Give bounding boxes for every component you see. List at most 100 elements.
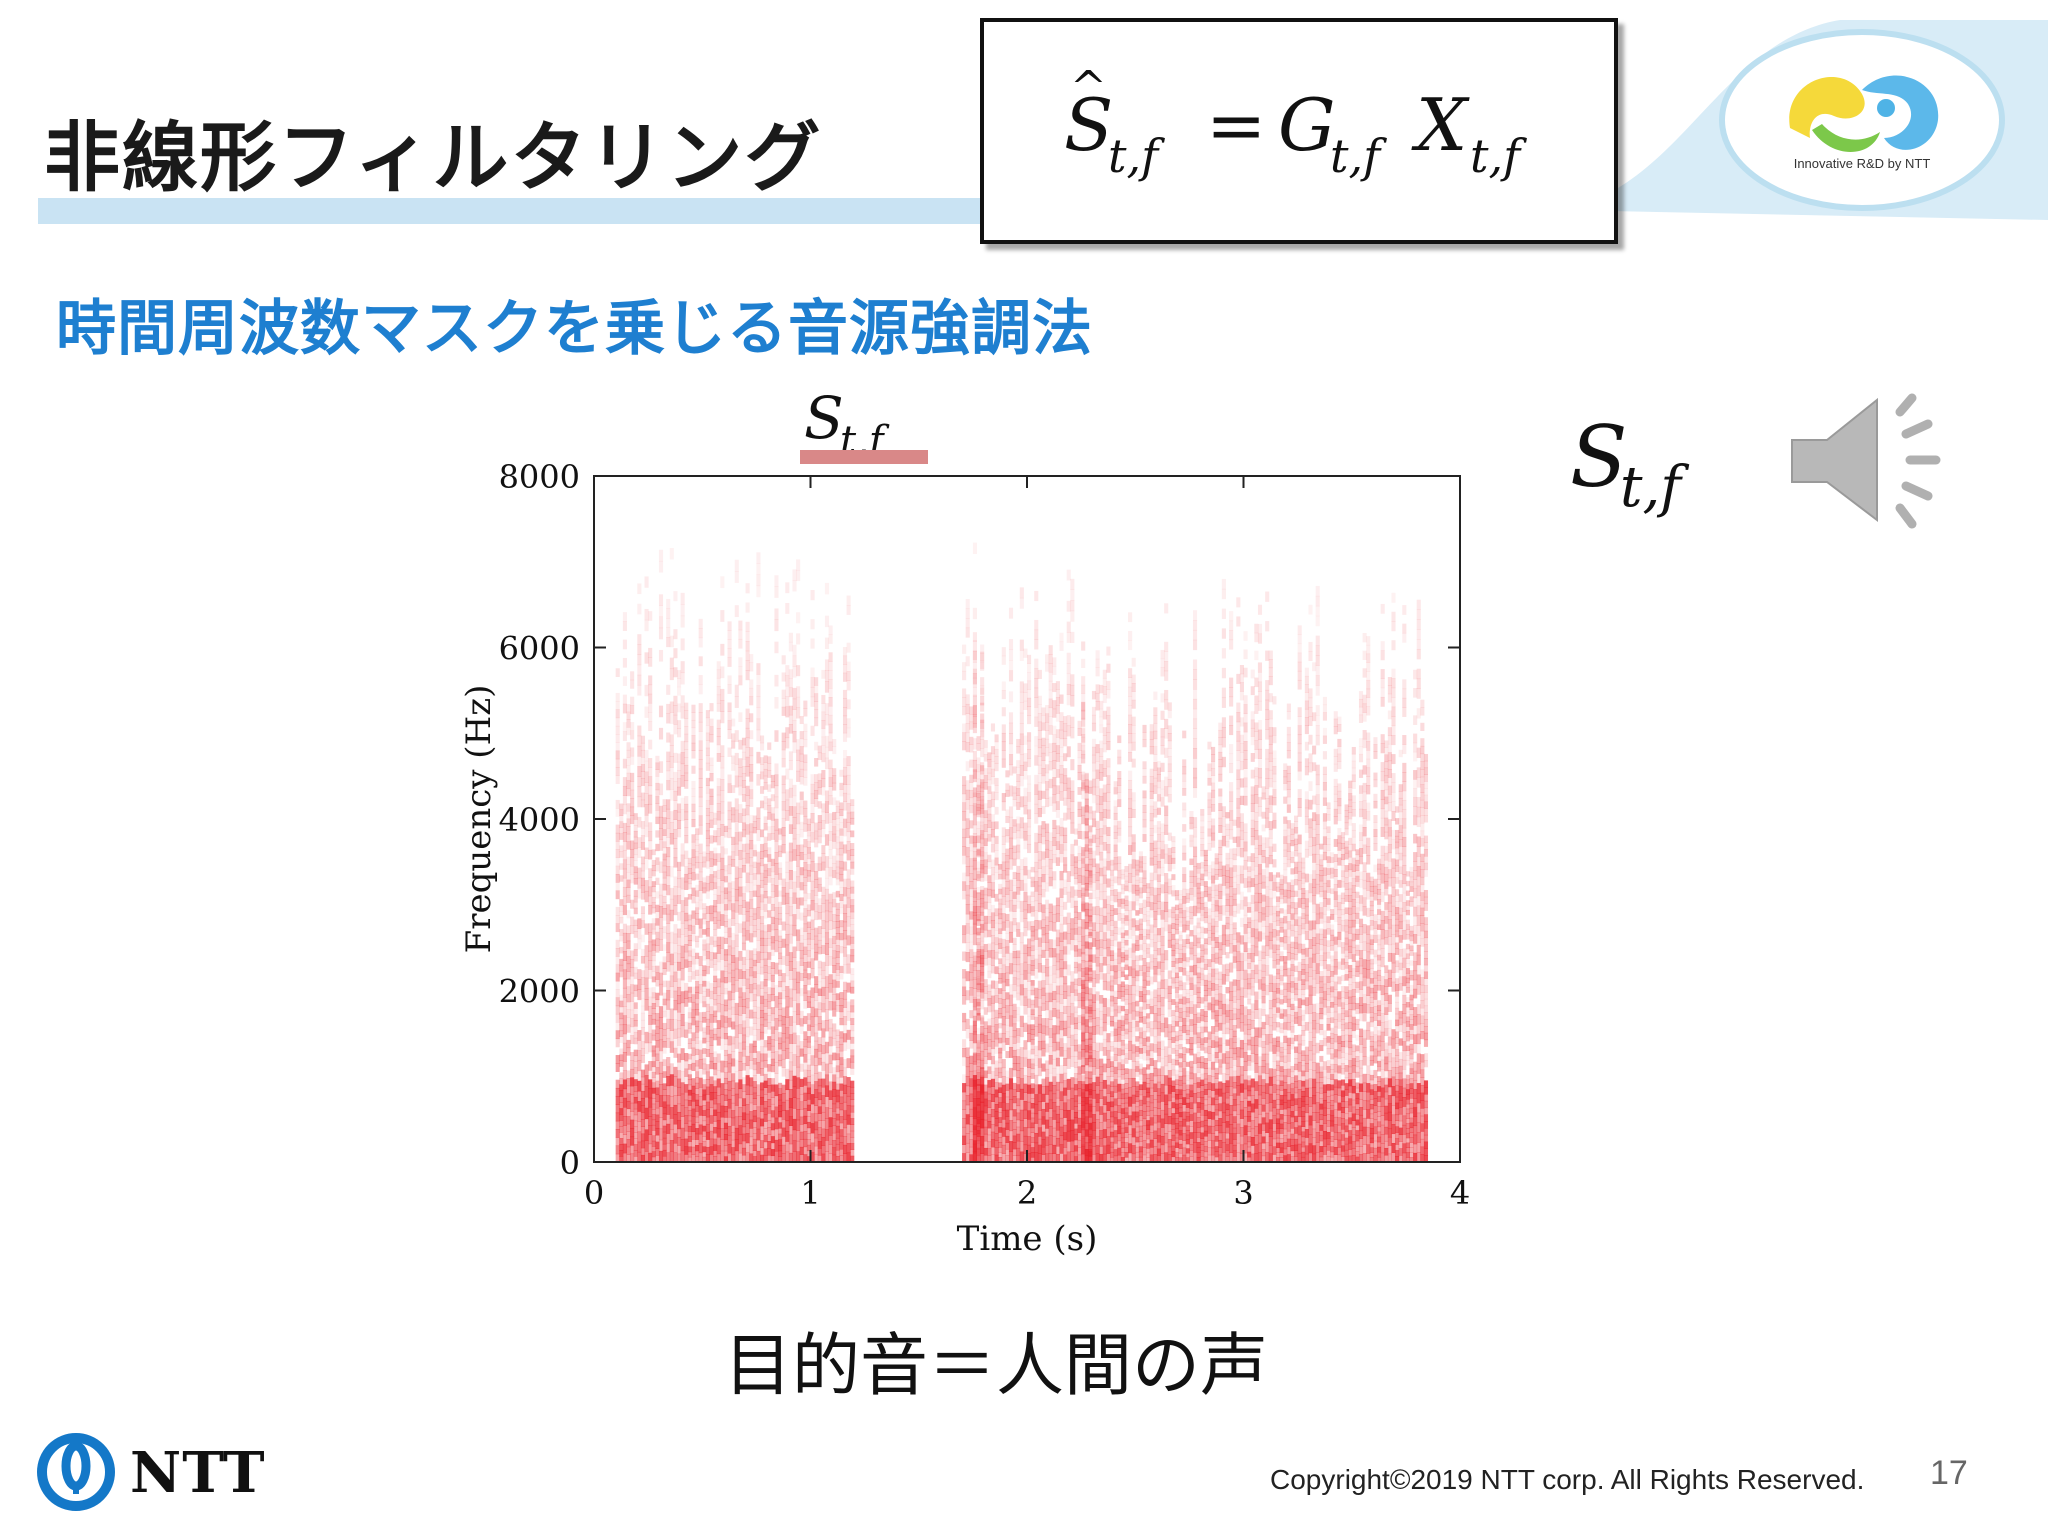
spectrogram-cell [990,1048,996,1057]
spectrogram-cell [673,1019,678,1030]
spectrogram-cell [1041,1025,1046,1034]
spectrogram-cell [734,764,739,777]
spectrogram-cell [810,812,815,824]
spectrogram-cell [655,891,660,899]
spectrogram-cell [702,975,707,982]
spectrogram-cell [1052,836,1057,847]
spectrogram-cell [619,929,624,936]
spectrogram-cell [691,719,696,729]
spectrogram-cell [705,838,710,847]
spectrogram-cell [676,978,682,988]
spectrogram-cell [846,680,851,691]
spectrogram-cell [705,1116,710,1125]
spectrogram-cell [619,1006,624,1014]
spectrogram-cell [702,1017,707,1023]
spectrogram-cell [803,892,808,902]
spectrogram-cell [1055,1113,1060,1123]
spectrogram-cell [846,756,851,766]
spectrogram-cell [723,870,729,877]
spectrogram-cell [998,1067,1003,1074]
spectrogram-cell [799,897,804,906]
spectrogram-cell [702,1037,707,1044]
spectrogram-cell [637,644,642,655]
spectrogram-cell [1059,1029,1064,1040]
spectrogram-cell [676,861,682,871]
spectrogram-cell [1059,1135,1064,1145]
spectrogram-cell [817,835,822,844]
spectrogram-cell [770,1110,775,1118]
spectrogram-cell [651,987,656,993]
spectrogram-cell [774,984,779,997]
spectrogram-cell [673,1104,678,1115]
spectrogram-cell [637,1040,642,1051]
spectrogram-cell [990,799,996,808]
spectrogram-cell [749,696,754,706]
spectrogram-cell [846,831,851,842]
spectrogram-cell [1070,896,1075,909]
spectrogram-cell [662,877,667,885]
spectrogram-cell [1037,937,1042,947]
spectrogram-cell [1008,1151,1014,1163]
spectrogram-cell [850,842,855,850]
spectrogram-cell [821,745,826,754]
spectrogram-cell [669,1140,674,1152]
spectrogram-cell [810,803,815,814]
spectrogram-cell [1001,947,1006,957]
spectrogram-cell [806,1110,811,1117]
spectrogram-cell [788,860,793,871]
spectrogram-cell [1063,1087,1068,1096]
spectrogram-cell [1037,997,1042,1008]
spectrogram-cell [839,933,844,941]
spectrogram-cell [965,952,970,963]
spectrogram-cell [774,774,779,787]
spectrogram-cell [1023,909,1028,919]
spectrogram-cell [763,1080,768,1088]
spectrogram-cell [785,799,790,811]
spectrogram-cell [850,1086,855,1094]
spectrogram-cell [839,1155,844,1163]
spectrogram-cell [1001,998,1006,1009]
spectrogram-cell [976,1098,981,1105]
spectrogram-cell [633,1108,638,1116]
spectrogram-cell [741,942,747,951]
spectrogram-cell [788,915,793,926]
spectrogram-cell [1041,858,1046,868]
spectrogram-cell [994,792,999,801]
spectrogram-cell [980,702,985,712]
spectrogram-cell [756,696,761,709]
spectrogram-cell [1066,673,1071,685]
spectrogram-cell [1001,707,1006,717]
spectrogram-cell [1030,970,1035,976]
spectrogram-cell [806,835,811,842]
spectrogram-cell [651,950,656,956]
spectrogram-cell [998,898,1003,905]
spectrogram-cell [1023,805,1028,815]
spectrogram-cell [669,745,674,757]
spectrogram-cell [738,987,743,998]
spectrogram-cell [1034,774,1039,786]
spectrogram-cell [817,1002,822,1010]
spectrogram-cell [1016,774,1021,782]
spectrogram-cell [1073,1106,1079,1113]
spectrogram-cell [1063,857,1068,866]
spectrogram-cell [976,1069,981,1078]
spectrogram-cell [796,1077,801,1089]
spectrogram-cell [814,1000,819,1009]
spectrogram-cell [965,971,970,982]
spectrogram-cell [615,997,620,1007]
spectrogram-cell [770,878,775,886]
spectrogram-cell [716,702,721,712]
spectrogram-cell [990,1078,996,1087]
spectrogram-cell [709,959,714,969]
spectrogram-cell [713,1016,718,1023]
spectrogram-cell [972,668,977,679]
spectrogram-cell [832,935,837,944]
spectrogram-cell [705,1124,710,1133]
spectrogram-cell [741,865,747,873]
spectrogram-cell [987,1121,992,1129]
spectrogram-cell [987,1086,992,1095]
spectrogram-cell [738,1061,743,1071]
spectrogram-cell [651,1045,656,1052]
spectrogram-cell [781,1024,786,1034]
spectrogram-cell [698,984,703,994]
